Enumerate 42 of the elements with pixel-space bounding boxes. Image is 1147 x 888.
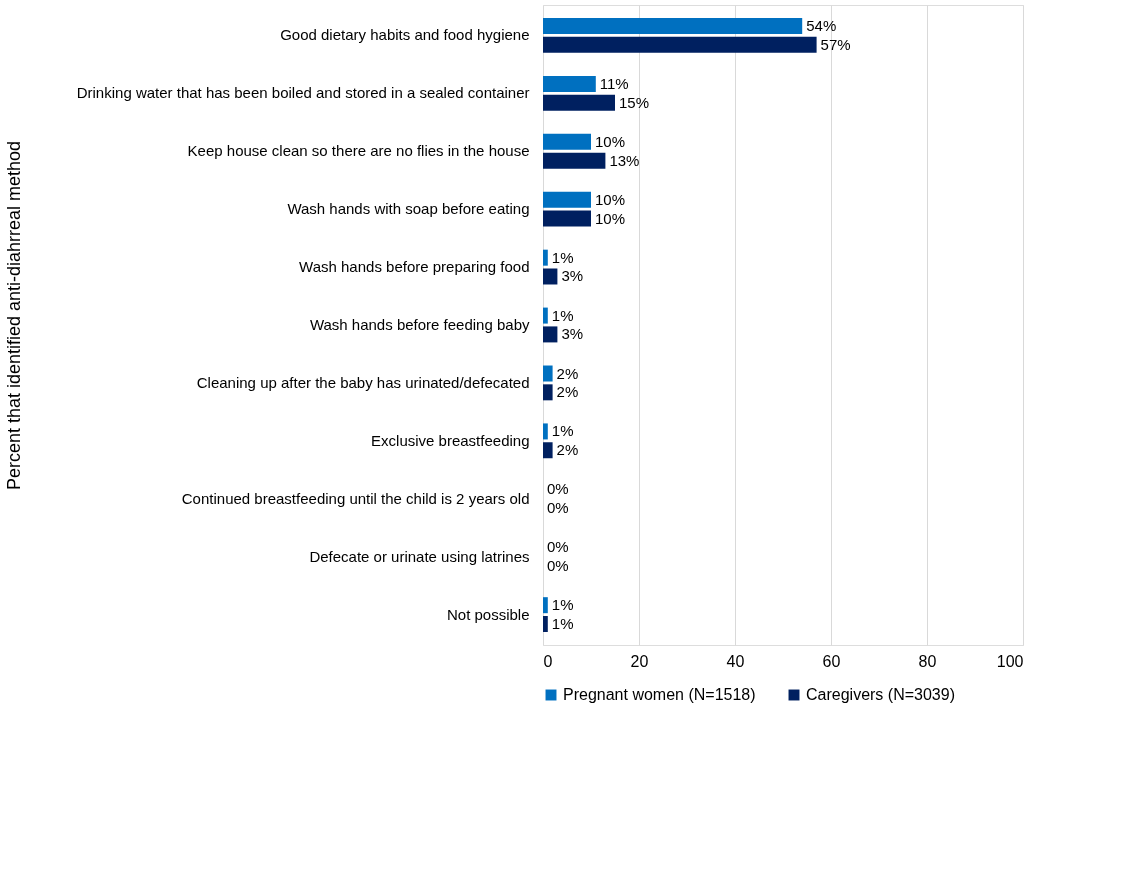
- data-label: 10%: [595, 190, 626, 208]
- data-label: 0%: [547, 480, 569, 498]
- data-label: 13%: [609, 151, 640, 169]
- y-tick-label: Defecate or urinate using latrines: [309, 547, 530, 565]
- data-label: 2%: [556, 441, 579, 459]
- x-tick-label: 60: [822, 652, 841, 670]
- data-label: 0%: [547, 538, 569, 556]
- data-label: 1%: [551, 422, 574, 440]
- data-label: 2%: [556, 383, 579, 401]
- y-tick-label: Continued breastfeeding until the child is 2 years old: [181, 489, 530, 507]
- y-axis-title: Percent that identified anti-diahrreal method: [3, 140, 24, 491]
- x-tick-label: 20: [630, 652, 649, 670]
- data-label: 15%: [619, 93, 650, 111]
- data-label: 3%: [561, 325, 584, 343]
- data-label: 1%: [551, 596, 574, 614]
- legend-label: Caregivers (N=3039): [806, 686, 955, 703]
- y-tick-label: Good dietary habits and food hygiene: [280, 26, 530, 44]
- data-label: 57%: [820, 35, 851, 53]
- y-tick-label: Wash hands before preparing food: [299, 258, 530, 276]
- data-label: 2%: [556, 364, 579, 382]
- data-label: 3%: [561, 267, 584, 285]
- x-tick-label: 0: [543, 652, 553, 670]
- x-tick-label: 100: [996, 652, 1024, 670]
- x-tick-label: 80: [918, 652, 937, 670]
- y-tick-label: Drinking water that has been boiled and stored in a sealed container: [76, 84, 530, 102]
- data-label: 0%: [547, 499, 569, 517]
- x-tick-label: 40: [726, 652, 745, 670]
- y-tick-label: Exclusive breastfeeding: [371, 431, 530, 449]
- data-label: 0%: [547, 557, 569, 575]
- y-tick-label: Not possible: [446, 605, 530, 623]
- data-label: 11%: [599, 74, 629, 92]
- data-label: 1%: [551, 248, 574, 266]
- y-tick-label: Wash hands before feeding baby: [309, 316, 530, 333]
- data-label: 10%: [595, 132, 626, 150]
- y-tick-label: Keep house clean so there are no flies in the house: [187, 142, 530, 160]
- data-label: 1%: [551, 615, 574, 632]
- y-tick-label: Cleaning up after the baby has urinated/defecated: [196, 373, 530, 391]
- data-label: 1%: [551, 306, 574, 324]
- data-label: 10%: [595, 209, 626, 227]
- legend-label: Pregnant women (N=1518): [563, 686, 756, 703]
- y-tick-label: Wash hands with soap before eating: [287, 200, 530, 218]
- data-label: 54%: [806, 17, 837, 34]
